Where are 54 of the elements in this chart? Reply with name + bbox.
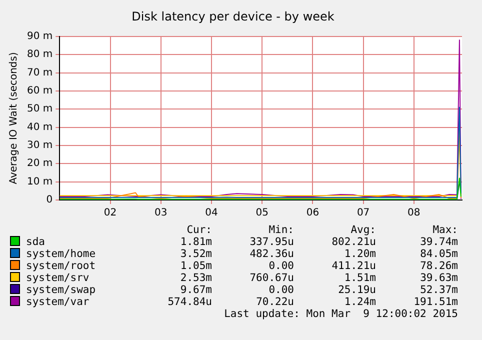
text: 9.67m <box>179 284 212 296</box>
text: 39.63m <box>419 272 458 284</box>
y-tick-label: 90 m <box>26 30 53 42</box>
text: 482.36u <box>248 248 294 260</box>
legend-label: system/root <box>25 260 97 272</box>
x-tick-label: 02 <box>104 208 117 219</box>
y-tick-label: 30 m <box>26 140 53 152</box>
x-tick-label: 06 <box>306 208 320 219</box>
x-tick-label: 07 <box>356 208 370 219</box>
text: Max: <box>432 224 458 236</box>
y-tick-label: 10 m <box>26 176 53 188</box>
y-tick-label: 0 <box>46 194 53 206</box>
text: 411.21u <box>330 260 376 272</box>
text: 0.00 <box>268 284 294 296</box>
text: 191.51m <box>412 296 458 308</box>
text: Cur: <box>186 224 212 236</box>
text: Min: <box>268 224 294 236</box>
text: 52.37m <box>419 284 458 296</box>
text: 1.81m <box>179 236 212 248</box>
y-tick-label: 20 m <box>26 158 53 170</box>
text: 70.22u <box>255 296 294 308</box>
text: 337.95u <box>248 236 294 248</box>
text: 1.20m <box>343 248 376 260</box>
x-tick-label: 04 <box>205 208 218 219</box>
y-tick-label: 70 m <box>26 67 53 78</box>
x-tick-label: 03 <box>154 208 168 219</box>
text: 78.26m <box>419 260 458 272</box>
y-tick-label: 40 m <box>26 122 53 133</box>
text: 3.52m <box>179 248 212 260</box>
text: 760.67u <box>248 272 294 284</box>
text: 1.05m <box>179 260 212 272</box>
legend-label: system/home <box>25 248 97 260</box>
legend-label: system/swap <box>25 284 97 296</box>
text: 1.51m <box>343 272 376 284</box>
text: Avg: <box>350 224 376 236</box>
text: 802.21u <box>330 236 376 248</box>
text: 1.24m <box>343 296 376 308</box>
text: 2.53m <box>179 272 212 284</box>
legend-label: system/srv <box>25 272 90 284</box>
legend-label: sda <box>25 236 46 248</box>
text: 0.00 <box>268 260 294 272</box>
y-tick-label: 50 m <box>26 104 53 115</box>
text: 84.05m <box>419 248 458 260</box>
text: Last update: Mon Mar 9 12:00:02 2015 <box>223 308 458 320</box>
y-axis-title: Average IO Wait (seconds) <box>8 52 20 184</box>
x-tick-label: 08 <box>408 208 420 219</box>
text: 25.19u <box>337 284 376 296</box>
x-tick-label: 05 <box>256 208 268 219</box>
y-tick-label: 60 m <box>26 86 53 97</box>
text: 574.84u <box>166 296 212 308</box>
y-tick-label: 80 m <box>26 49 53 60</box>
text: 39.74m <box>419 236 458 248</box>
legend-label: system/var <box>25 296 90 308</box>
chart-title: Disk latency per device - by week <box>132 9 334 24</box>
